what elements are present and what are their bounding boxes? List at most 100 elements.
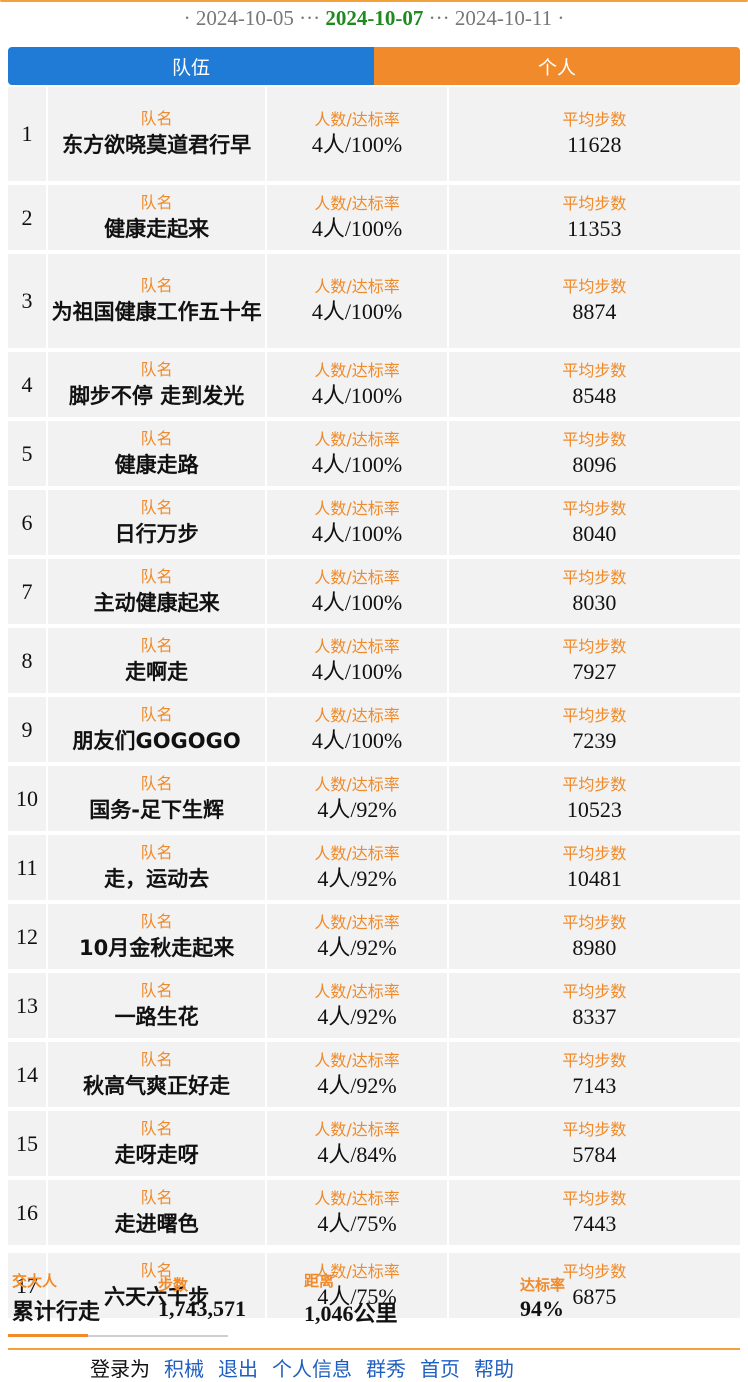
rate-value: 4人/84% xyxy=(317,1141,397,1167)
summary-rate-value: 94% xyxy=(520,1296,564,1321)
team-row[interactable]: 12 队名 10月金秋走起来 人数/达标率 4人/92% 平均步数 8980 xyxy=(8,904,740,969)
rate-cell: 人数/达标率 4人/100% xyxy=(265,559,447,624)
team-row[interactable]: 9 队名 朋友们GOGOGO 人数/达标率 4人/100% 平均步数 7239 xyxy=(8,697,740,762)
rate-value: 4人/100% xyxy=(311,215,403,241)
team-name-label: 队名 xyxy=(140,911,173,931)
rank-number: 5 xyxy=(8,421,46,486)
avg-steps-label: 平均步数 xyxy=(562,1119,627,1139)
rank-number: 9 xyxy=(8,697,46,762)
team-name-cell: 队名 日行万步 xyxy=(45,490,266,555)
rate-value: 4人/92% xyxy=(317,1003,397,1029)
team-row[interactable]: 13 队名 一路生花 人数/达标率 4人/92% 平均步数 8337 xyxy=(8,973,740,1038)
avg-steps-value: 7239 xyxy=(572,727,617,753)
steps-cell: 平均步数 10523 xyxy=(446,766,740,831)
rate-label: 人数/达标率 xyxy=(314,636,400,656)
team-row[interactable]: 17 队名 六天六千步 人数/达标率 4人/75% 平均步数 6875 xyxy=(8,1253,740,1318)
team-name-cell: 队名 国务-足下生辉 xyxy=(45,766,266,831)
team-row[interactable]: 10 队名 国务-足下生辉 人数/达标率 4人/92% 平均步数 10523 xyxy=(8,766,740,831)
rate-cell: 人数/达标率 4人/100% xyxy=(265,628,447,693)
team-name-cell: 队名 走呀走呀 xyxy=(45,1111,266,1176)
team-row[interactable]: 2 队名 健康走起来 人数/达标率 4人/100% 平均步数 11353 xyxy=(8,185,740,250)
date-current[interactable]: 2024-10-07 xyxy=(325,6,424,30)
avg-steps-value: 8040 xyxy=(572,520,617,546)
team-name-label: 队名 xyxy=(140,1049,173,1069)
team-name-cell: 队名 健康走路 xyxy=(45,421,266,486)
team-name: 走，运动去 xyxy=(104,866,210,891)
rate-value: 4人/100% xyxy=(311,382,403,408)
team-row[interactable]: 15 队名 走呀走呀 人数/达标率 4人/84% 平均步数 5784 xyxy=(8,1111,740,1176)
avg-steps-label: 平均步数 xyxy=(562,110,627,129)
avg-steps-label: 平均步数 xyxy=(562,636,627,656)
team-row[interactable]: 8 队名 走啊走 人数/达标率 4人/100% 平均步数 7927 xyxy=(8,628,740,693)
team-row[interactable]: 5 队名 健康走路 人数/达标率 4人/100% 平均步数 8096 xyxy=(8,421,740,486)
team-row[interactable]: 3 队名 为祖国健康工作五十年 人数/达标率 4人/100% 平均步数 8874 xyxy=(8,254,740,348)
team-name: 走啊走 xyxy=(125,659,189,684)
team-row[interactable]: 4 队名 脚步不停 走到发光 人数/达标率 4人/100% 平均步数 8548 xyxy=(8,352,740,417)
team-row[interactable]: 16 队名 走进曙色 人数/达标率 4人/75% 平均步数 7443 xyxy=(8,1180,740,1245)
steps-cell: 平均步数 7927 xyxy=(446,628,740,693)
tab-team[interactable]: 队伍 xyxy=(8,47,374,85)
rate-cell: 人数/达标率 4人/92% xyxy=(265,835,447,900)
team-row[interactable]: 14 队名 秋高气爽正好走 人数/达标率 4人/92% 平均步数 7143 xyxy=(8,1042,740,1107)
steps-cell: 平均步数 8030 xyxy=(446,559,740,624)
rate-cell: 人数/达标率 4人/84% xyxy=(265,1111,447,1176)
rate-cell: 人数/达标率 4人/100% xyxy=(265,697,447,762)
team-name-label: 队名 xyxy=(140,980,173,1000)
rate-label: 人数/达标率 xyxy=(314,1261,400,1281)
footer-link[interactable]: 首页 xyxy=(420,1357,460,1381)
team-name-label: 队名 xyxy=(140,842,173,862)
avg-steps-value: 8030 xyxy=(572,589,617,615)
top-border xyxy=(0,0,748,2)
team-name-cell: 队名 秋高气爽正好走 xyxy=(45,1042,266,1107)
avg-steps-label: 平均步数 xyxy=(562,705,627,725)
footer-link[interactable]: 群秀 xyxy=(366,1357,406,1381)
avg-steps-value: 7143 xyxy=(572,1072,617,1098)
rank-number: 11 xyxy=(8,835,46,900)
steps-cell: 平均步数 8096 xyxy=(446,421,740,486)
team-row[interactable]: 7 队名 主动健康起来 人数/达标率 4人/100% 平均步数 8030 xyxy=(8,559,740,624)
team-row[interactable]: 11 队名 走，运动去 人数/达标率 4人/92% 平均步数 10481 xyxy=(8,835,740,900)
team-name-label: 队名 xyxy=(140,109,173,128)
avg-steps-label: 平均步数 xyxy=(562,843,627,863)
rate-label: 人数/达标率 xyxy=(314,360,400,380)
team-name-label: 队名 xyxy=(140,1118,173,1138)
rate-label: 人数/达标率 xyxy=(314,1119,400,1139)
team-name: 健康走路 xyxy=(114,452,199,477)
summary-distance-value: 1,046公里 xyxy=(304,1301,398,1326)
avg-steps-value: 8980 xyxy=(572,934,617,960)
date-prev[interactable]: 2024-10-05 xyxy=(195,6,294,30)
footer-link[interactable]: 积械 xyxy=(164,1357,204,1381)
team-name: 东方欲晓莫道君行早 xyxy=(62,133,252,157)
rate-label: 人数/达标率 xyxy=(314,981,400,1001)
date-next[interactable]: 2024-10-11 xyxy=(454,6,553,30)
rate-value: 4人/100% xyxy=(311,658,403,684)
rate-cell: 人数/达标率 4人/100% xyxy=(265,87,447,181)
footer-link[interactable]: 帮助 xyxy=(474,1357,514,1381)
avg-steps-value: 7927 xyxy=(572,658,617,684)
rate-label: 人数/达标率 xyxy=(314,774,400,794)
team-name-cell: 队名 走啊走 xyxy=(45,628,266,693)
rank-number: 1 xyxy=(8,87,46,181)
team-name-label: 队名 xyxy=(140,1187,173,1207)
team-row[interactable]: 1 队名 东方欲晓莫道君行早 人数/达标率 4人/100% 平均步数 11628 xyxy=(8,87,740,181)
avg-steps-value: 6875 xyxy=(572,1283,617,1309)
rate-cell: 人数/达标率 4人/100% xyxy=(265,490,447,555)
tab-person[interactable]: 个人 xyxy=(374,47,740,85)
team-row[interactable]: 6 队名 日行万步 人数/达标率 4人/100% 平均步数 8040 xyxy=(8,490,740,555)
rate-value: 4人/100% xyxy=(311,520,403,546)
rate-label: 人数/达标率 xyxy=(314,705,400,725)
team-name-label: 队名 xyxy=(140,359,173,379)
summary-distance-label: 距离 xyxy=(304,1272,335,1290)
rate-value: 4人/100% xyxy=(311,589,403,615)
footer-link[interactable]: 个人信息 xyxy=(272,1357,352,1381)
rate-value: 4人/75% xyxy=(317,1210,397,1236)
team-name-cell: 队名 10月金秋走起来 xyxy=(45,904,266,969)
rate-value: 4人/92% xyxy=(317,934,397,960)
footer-link[interactable]: 退出 xyxy=(218,1357,258,1381)
summary-title: 累计行走 xyxy=(12,1300,101,1325)
team-name: 10月金秋走起来 xyxy=(78,935,235,960)
summary-steps-value: 1,743,571 xyxy=(158,1296,246,1321)
summary-rate-label: 达标率 xyxy=(520,1276,566,1294)
rate-cell: 人数/达标率 4人/92% xyxy=(265,1042,447,1107)
avg-steps-label: 平均步数 xyxy=(562,498,627,518)
